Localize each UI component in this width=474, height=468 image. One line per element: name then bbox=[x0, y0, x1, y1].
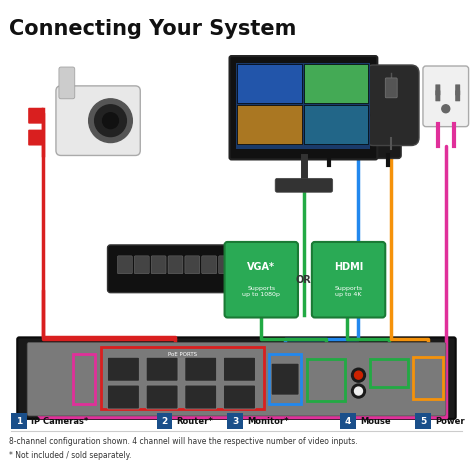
Circle shape bbox=[95, 105, 127, 137]
Text: 8-channel configuration shown. 4 channel will have the respective number of vide: 8-channel configuration shown. 4 channel… bbox=[9, 437, 358, 446]
FancyBboxPatch shape bbox=[185, 385, 217, 409]
Text: Router*: Router* bbox=[176, 417, 213, 425]
FancyBboxPatch shape bbox=[435, 90, 440, 101]
Text: PoE PORTS: PoE PORTS bbox=[168, 352, 197, 357]
Text: Supports
up to 1080p: Supports up to 1080p bbox=[242, 286, 280, 297]
Text: 3: 3 bbox=[232, 417, 238, 425]
Text: 2: 2 bbox=[161, 417, 168, 425]
FancyBboxPatch shape bbox=[237, 105, 302, 144]
FancyBboxPatch shape bbox=[340, 413, 356, 429]
Circle shape bbox=[352, 368, 365, 382]
FancyBboxPatch shape bbox=[304, 105, 368, 144]
FancyBboxPatch shape bbox=[202, 256, 217, 274]
FancyBboxPatch shape bbox=[28, 108, 44, 124]
Text: 1: 1 bbox=[16, 417, 22, 425]
FancyBboxPatch shape bbox=[365, 65, 419, 146]
FancyBboxPatch shape bbox=[185, 357, 217, 381]
FancyBboxPatch shape bbox=[28, 130, 44, 146]
Text: 5: 5 bbox=[420, 417, 426, 425]
FancyBboxPatch shape bbox=[168, 256, 183, 274]
Text: Power: Power bbox=[435, 417, 465, 425]
FancyBboxPatch shape bbox=[151, 256, 166, 274]
Text: * Not included / sold separately.: * Not included / sold separately. bbox=[9, 451, 132, 460]
Circle shape bbox=[89, 99, 132, 143]
Text: IP Cameras*: IP Cameras* bbox=[31, 417, 88, 425]
FancyBboxPatch shape bbox=[146, 385, 178, 409]
Text: Supports
up to 4K: Supports up to 4K bbox=[335, 286, 363, 297]
FancyBboxPatch shape bbox=[224, 385, 255, 409]
FancyBboxPatch shape bbox=[316, 113, 401, 159]
Text: 4: 4 bbox=[345, 417, 351, 425]
Text: VGA*: VGA* bbox=[247, 262, 275, 272]
FancyBboxPatch shape bbox=[237, 64, 302, 103]
FancyBboxPatch shape bbox=[108, 385, 139, 409]
FancyBboxPatch shape bbox=[224, 357, 255, 381]
FancyBboxPatch shape bbox=[118, 256, 132, 274]
FancyBboxPatch shape bbox=[56, 86, 140, 155]
FancyBboxPatch shape bbox=[252, 256, 267, 274]
FancyBboxPatch shape bbox=[385, 78, 397, 98]
FancyBboxPatch shape bbox=[455, 84, 460, 95]
FancyBboxPatch shape bbox=[219, 256, 234, 274]
FancyBboxPatch shape bbox=[185, 256, 200, 274]
FancyBboxPatch shape bbox=[423, 66, 469, 127]
Circle shape bbox=[355, 387, 363, 395]
Text: ASUS: ASUS bbox=[256, 269, 269, 274]
FancyBboxPatch shape bbox=[146, 357, 178, 381]
Text: Mouse: Mouse bbox=[360, 417, 391, 425]
FancyBboxPatch shape bbox=[229, 56, 377, 160]
FancyBboxPatch shape bbox=[271, 363, 299, 395]
Circle shape bbox=[442, 105, 450, 113]
Circle shape bbox=[355, 371, 363, 379]
FancyBboxPatch shape bbox=[236, 256, 250, 274]
Text: OR: OR bbox=[295, 275, 311, 285]
FancyBboxPatch shape bbox=[227, 413, 243, 429]
FancyBboxPatch shape bbox=[237, 63, 370, 148]
FancyBboxPatch shape bbox=[225, 242, 298, 317]
FancyBboxPatch shape bbox=[134, 256, 149, 274]
Text: Connecting Your System: Connecting Your System bbox=[9, 19, 297, 39]
FancyBboxPatch shape bbox=[27, 343, 446, 416]
FancyBboxPatch shape bbox=[59, 67, 75, 99]
FancyBboxPatch shape bbox=[312, 242, 385, 317]
FancyBboxPatch shape bbox=[108, 245, 287, 292]
FancyBboxPatch shape bbox=[435, 84, 440, 95]
FancyBboxPatch shape bbox=[275, 178, 333, 192]
FancyBboxPatch shape bbox=[17, 337, 456, 419]
Text: HDMI: HDMI bbox=[334, 262, 363, 272]
Circle shape bbox=[102, 113, 118, 129]
Text: Monitor*: Monitor* bbox=[247, 417, 289, 425]
FancyBboxPatch shape bbox=[304, 64, 368, 103]
FancyBboxPatch shape bbox=[11, 413, 27, 429]
FancyBboxPatch shape bbox=[415, 413, 431, 429]
FancyBboxPatch shape bbox=[156, 413, 173, 429]
FancyBboxPatch shape bbox=[277, 250, 282, 288]
FancyBboxPatch shape bbox=[455, 90, 460, 101]
Circle shape bbox=[352, 384, 365, 398]
FancyBboxPatch shape bbox=[108, 357, 139, 381]
